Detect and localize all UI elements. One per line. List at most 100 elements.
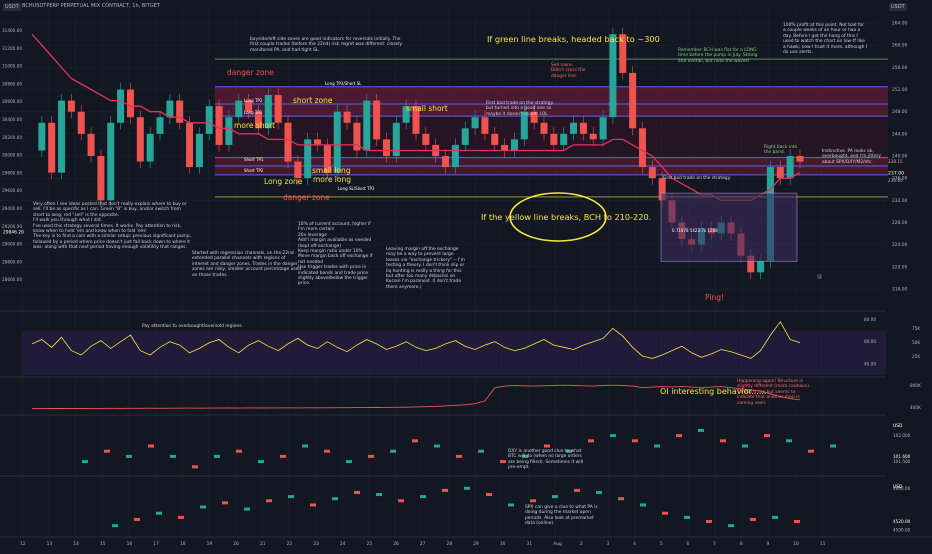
dxy-bar[interactable]: [104, 449, 110, 453]
candle-body[interactable]: [776, 167, 784, 179]
spx-bar[interactable]: [750, 517, 756, 521]
dxy-bar[interactable]: [500, 460, 506, 464]
dxy-bar[interactable]: [302, 444, 308, 448]
dxy-pane[interactable]: 102.000 101.500 USD 101.600: [82, 423, 911, 469]
spx-bar[interactable]: [332, 497, 338, 501]
dxy-bar[interactable]: [456, 454, 462, 458]
spx-bar[interactable]: [288, 495, 294, 499]
spx-bar[interactable]: [134, 517, 140, 521]
time-axis[interactable]: 12 13 14 15 16 17 18 19 20 21 22 23 24 25 26 27 28 29 30 31…: [20, 541, 826, 547]
dxy-bar[interactable]: [632, 439, 638, 443]
candle-body[interactable]: [343, 111, 351, 123]
spx-bar[interactable]: [596, 490, 602, 494]
spx-bar[interactable]: [354, 490, 360, 494]
candle-body[interactable]: [589, 133, 597, 140]
candle-body[interactable]: [530, 111, 538, 123]
candle-body[interactable]: [87, 133, 95, 156]
spx-bar[interactable]: [618, 497, 624, 501]
candle-body[interactable]: [353, 122, 361, 151]
spx-bar[interactable]: [530, 499, 536, 503]
candle-body[interactable]: [294, 161, 302, 179]
candle-body[interactable]: [373, 100, 381, 140]
candle-body[interactable]: [67, 100, 75, 112]
candle-body[interactable]: [481, 117, 489, 134]
dxy-bar[interactable]: [82, 460, 88, 464]
candle-body[interactable]: [510, 139, 518, 151]
spx-bar[interactable]: [420, 495, 426, 499]
pattern-box[interactable]: [660, 192, 798, 262]
candle-body[interactable]: [501, 144, 509, 151]
candle-body[interactable]: [97, 156, 105, 201]
candle-body[interactable]: [264, 95, 272, 129]
spx-bar[interactable]: [244, 507, 250, 511]
spx-bar[interactable]: [222, 501, 228, 505]
dxy-bar[interactable]: [544, 444, 550, 448]
candle-body[interactable]: [38, 122, 46, 151]
spx-bar[interactable]: [508, 503, 514, 507]
spx-pane[interactable]: 4600.00 4500.00 USD 4520.00: [112, 484, 911, 532]
candle-body[interactable]: [136, 117, 144, 162]
dxy-bar[interactable]: [764, 434, 770, 438]
candle-body[interactable]: [77, 111, 85, 134]
spx-bar[interactable]: [640, 503, 646, 507]
dxy-bar[interactable]: [258, 460, 264, 464]
candle-body[interactable]: [658, 178, 666, 201]
candle-body[interactable]: [186, 122, 194, 168]
spx-bar[interactable]: [310, 503, 316, 507]
candle-body[interactable]: [274, 95, 282, 123]
open-interest-pane[interactable]: 800K 400K: [32, 383, 921, 410]
candle-body[interactable]: [412, 106, 420, 134]
candle-body[interactable]: [235, 100, 243, 118]
candle-body[interactable]: [156, 117, 164, 134]
candle-body[interactable]: [323, 144, 331, 173]
candle-body[interactable]: [245, 100, 253, 112]
dxy-bar[interactable]: [654, 444, 660, 448]
price-pane[interactable]: 0.71078 5423.7x 1288 237.00 238.15 236.60 29…: [3, 27, 904, 280]
spx-bar[interactable]: [728, 524, 734, 528]
spx-bar[interactable]: [398, 499, 404, 503]
oi-line[interactable]: [32, 384, 801, 410]
candle-body[interactable]: [579, 122, 587, 134]
candle-body[interactable]: [215, 106, 223, 145]
candle-body[interactable]: [599, 117, 607, 140]
candle-body[interactable]: [570, 122, 578, 134]
candle-body[interactable]: [363, 100, 371, 151]
dxy-bar[interactable]: [214, 454, 220, 458]
ema-line[interactable]: [31, 33, 801, 201]
dxy-bar[interactable]: [192, 465, 198, 469]
candle-body[interactable]: [284, 122, 292, 162]
spx-bar[interactable]: [464, 486, 470, 490]
dxy-bar[interactable]: [588, 439, 594, 443]
candle-body[interactable]: [48, 122, 56, 173]
dxy-bar[interactable]: [236, 449, 242, 453]
candle-body[interactable]: [392, 122, 400, 156]
spx-bar[interactable]: [486, 493, 492, 497]
symbol-title[interactable]: BCHUSDTPERP PERPETUAL MIX CONTRACT, 1h, …: [22, 3, 160, 9]
candle-body[interactable]: [629, 72, 637, 129]
candle-body[interactable]: [609, 34, 617, 118]
candle-body[interactable]: [550, 133, 558, 145]
candle-body[interactable]: [304, 139, 312, 179]
dxy-bar[interactable]: [170, 454, 176, 458]
candle-body[interactable]: [225, 117, 233, 145]
candle-body[interactable]: [491, 133, 499, 145]
currency-top-label[interactable]: USDT: [3, 3, 21, 11]
candle-body[interactable]: [442, 156, 450, 168]
dxy-bar[interactable]: [390, 449, 396, 453]
dxy-bar[interactable]: [478, 449, 484, 453]
candle-body[interactable]: [638, 128, 646, 168]
dxy-bar[interactable]: [412, 439, 418, 443]
dxy-bar[interactable]: [676, 434, 682, 438]
dxy-bar[interactable]: [698, 428, 704, 432]
candle-body[interactable]: [747, 255, 755, 273]
candle-body[interactable]: [205, 106, 213, 134]
rsi-line[interactable]: [31, 321, 801, 359]
dxy-bar[interactable]: [324, 449, 330, 453]
dxy-bar[interactable]: [808, 449, 814, 453]
candle-body[interactable]: [117, 89, 125, 123]
spx-bar[interactable]: [574, 488, 580, 492]
candle-body[interactable]: [540, 122, 548, 134]
candle-body[interactable]: [107, 122, 115, 201]
